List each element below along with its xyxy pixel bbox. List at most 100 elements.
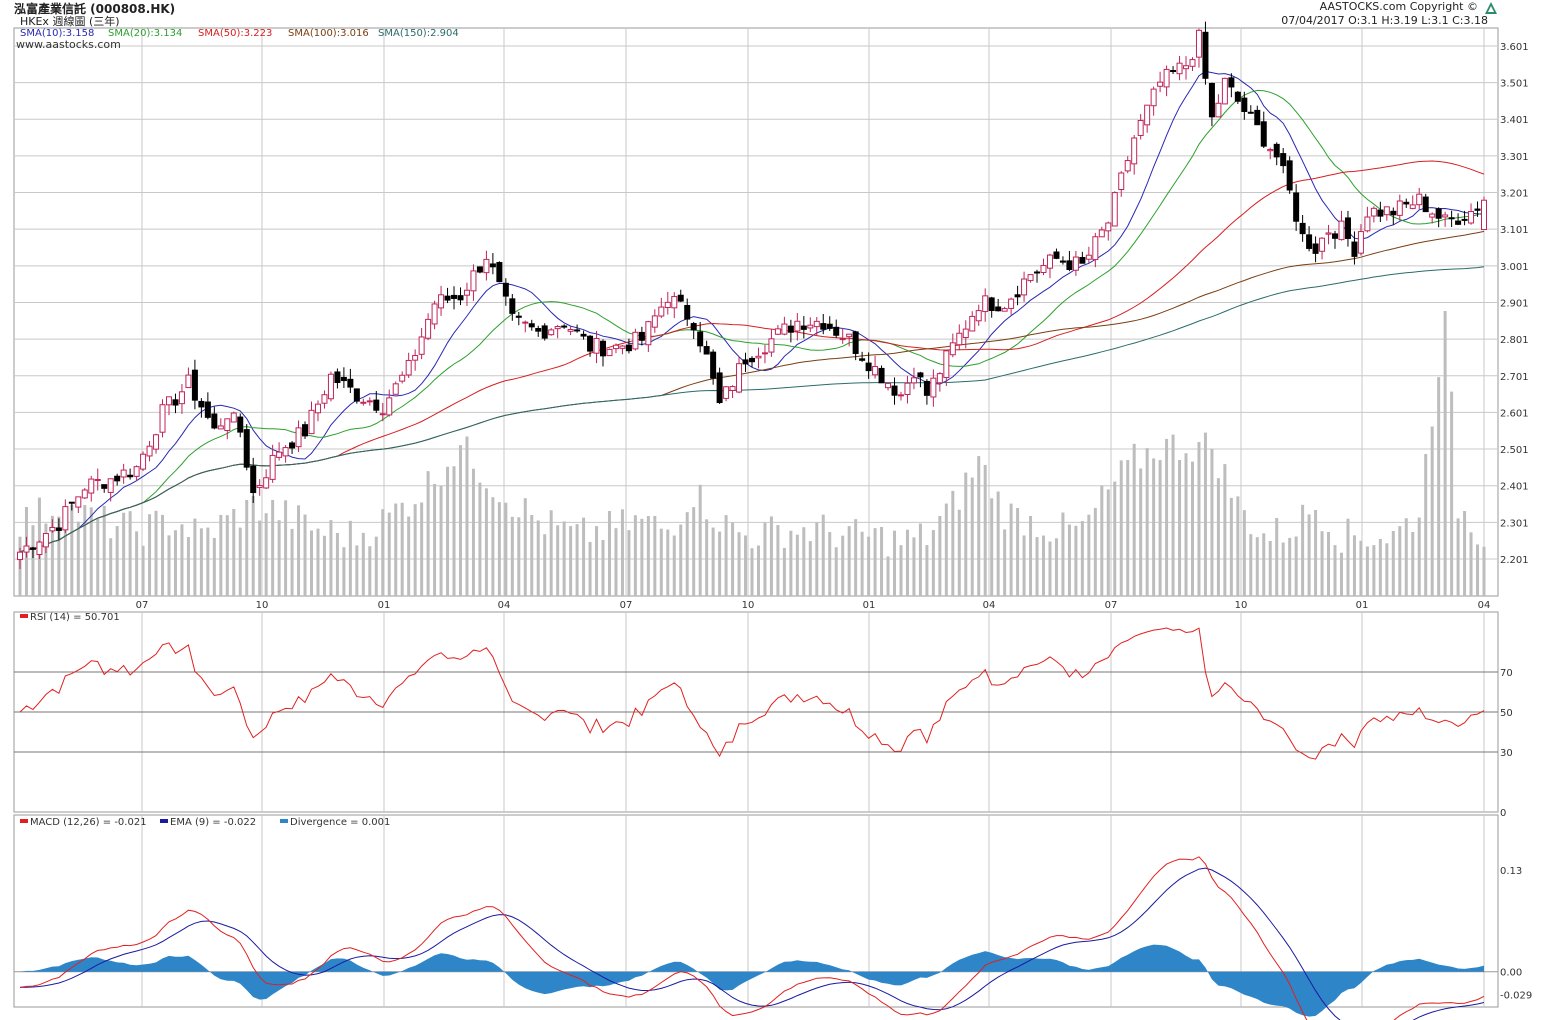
candle-body: [1163, 68, 1170, 88]
candle-body: [23, 545, 30, 553]
candle-body: [600, 340, 607, 357]
volume-bar: [433, 483, 437, 596]
volume-bar: [789, 530, 793, 596]
candle-body: [852, 331, 859, 354]
candle-body: [800, 325, 807, 330]
candle-body: [1189, 59, 1196, 67]
volume-bar: [407, 516, 411, 596]
candle-body: [846, 333, 853, 338]
candle-body: [1215, 102, 1222, 118]
volume-bar: [1463, 511, 1467, 596]
volume-bar: [705, 519, 709, 596]
rsi-tick-label: 30: [1500, 748, 1513, 759]
candle-body: [664, 301, 671, 309]
candle-body: [684, 304, 691, 320]
candle-body: [172, 399, 179, 406]
volume-bar: [899, 545, 903, 596]
x-tick-label: 10: [1235, 600, 1248, 611]
volume-bar: [659, 528, 663, 596]
candle-body: [710, 351, 717, 379]
x-tick-label: 04: [983, 600, 996, 611]
volume-bar: [232, 508, 236, 596]
candle-body: [1448, 217, 1455, 220]
candle-body: [114, 475, 121, 482]
candle-body: [1066, 260, 1073, 270]
volume-bar: [316, 528, 320, 596]
volume-bar: [471, 468, 475, 596]
volume-bar: [1139, 468, 1143, 596]
volume-bar: [180, 524, 184, 596]
candle-body: [891, 385, 898, 396]
volume-bar: [983, 464, 987, 596]
y-tick-label: 2.801: [1500, 335, 1529, 346]
candle-body: [159, 404, 166, 433]
volume-bar: [1171, 434, 1175, 596]
volume-bar: [944, 503, 948, 596]
candle-body: [1008, 298, 1015, 309]
candle-body: [101, 484, 108, 489]
candle-body: [528, 323, 535, 328]
candle-body: [651, 315, 658, 328]
volume-bar: [1074, 525, 1078, 596]
candle-body: [1079, 256, 1086, 264]
volume-bar: [1178, 460, 1182, 596]
volume-bar: [763, 522, 767, 596]
volume-bar: [394, 503, 398, 596]
volume-bar: [841, 535, 845, 596]
volume-bar: [1249, 534, 1253, 596]
candle-body: [237, 416, 244, 433]
candle-body: [314, 403, 321, 414]
volume-bar: [1482, 546, 1486, 596]
volume-bar: [977, 456, 981, 596]
volume-bar: [769, 516, 773, 596]
volume-bar: [1411, 531, 1415, 596]
candle-body: [1059, 260, 1066, 263]
candle-body: [1241, 97, 1248, 112]
volume-bar: [1203, 432, 1207, 596]
candle-body: [1468, 211, 1475, 224]
candle-body: [36, 541, 43, 555]
volume-bar: [523, 498, 527, 596]
candle-body: [353, 388, 360, 402]
legend-sma100: SMA(100):3.016: [288, 28, 369, 39]
volume-bar: [199, 528, 203, 596]
volume-bar: [880, 526, 884, 596]
candle-body: [379, 413, 386, 416]
volume-bar: [1080, 521, 1084, 596]
candle-body: [224, 418, 231, 432]
volume-bar: [1372, 545, 1376, 596]
candle-body: [29, 547, 36, 550]
volume-bar: [549, 510, 553, 596]
volume-bar: [925, 545, 929, 596]
volume-bar: [141, 545, 145, 596]
volume-bar: [556, 525, 560, 596]
candle-body: [191, 369, 198, 401]
volume-bar: [931, 530, 935, 596]
candle-body: [612, 344, 619, 350]
candle-body: [593, 337, 600, 354]
candle-body: [619, 345, 626, 349]
candle-body: [1390, 210, 1397, 216]
rsi-tick-label: 70: [1500, 668, 1513, 679]
candle-body: [515, 315, 522, 318]
volume-bar: [1106, 489, 1110, 596]
candle-body: [1234, 91, 1241, 102]
volume-bar: [711, 527, 715, 596]
candle-body: [127, 474, 134, 478]
volume-bar: [692, 507, 696, 596]
volume-bar: [646, 516, 650, 596]
volume-bar: [329, 520, 333, 596]
volume-bar: [964, 472, 968, 596]
volume-bar: [446, 466, 450, 596]
candle-body: [217, 425, 224, 430]
candle-body: [522, 321, 529, 324]
legend-rsi: RSI (14) = 50.701: [30, 612, 120, 623]
candle-body: [204, 401, 211, 418]
rsi-legend-swatch: [20, 614, 28, 618]
volume-bar: [873, 528, 877, 596]
panel-frame-1: [13, 27, 1499, 597]
volume-bar: [569, 526, 573, 596]
volume-bar: [400, 502, 404, 596]
y-tick-label: 2.501: [1500, 445, 1529, 456]
